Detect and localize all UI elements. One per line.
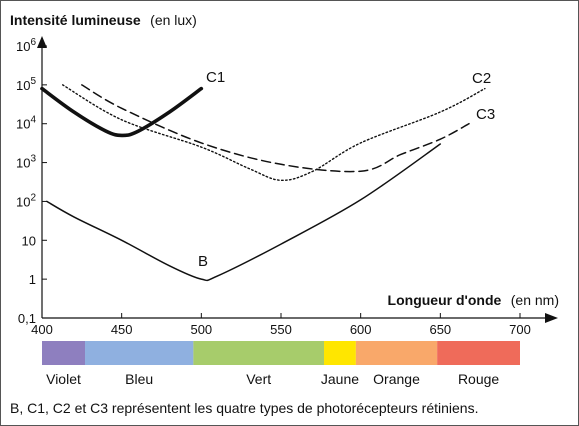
y-tick-label: 103 — [16, 154, 36, 171]
y-ticks: 0,1 1 10 102 103 104 105 106 — [16, 37, 47, 326]
band-rouge — [437, 341, 520, 365]
label-B: B — [198, 253, 208, 270]
y-tick-label: 104 — [16, 115, 36, 132]
y-tick-label: 1 — [29, 272, 36, 287]
x-axis-title: Longueur d'onde (en nm) — [388, 292, 559, 309]
band-label-orange: Orange — [373, 371, 420, 387]
band-label-violet: Violet — [46, 371, 81, 387]
caption: B, C1, C2 et C3 représentent les quatre … — [10, 400, 479, 416]
label-C2: C2 — [472, 70, 491, 87]
curve-C1 — [40, 86, 204, 138]
band-label-jaune: Jaune — [321, 371, 359, 387]
label-C1: C1 — [206, 69, 225, 86]
y-tick-label: 105 — [16, 76, 36, 93]
x-tick-label: 450 — [111, 322, 133, 337]
curve-C2 — [62, 84, 486, 182]
x-tick-label: 400 — [31, 322, 53, 337]
x-tick-label: 500 — [190, 322, 212, 337]
x-axis-label: Longueur d'onde — [388, 292, 502, 308]
band-vert — [193, 341, 325, 365]
x-axis-unit: (en nm) — [511, 292, 559, 308]
band-bleu — [85, 341, 194, 365]
y-axis-arrow — [37, 36, 47, 48]
curve-B — [46, 143, 442, 282]
band-label-bleu: Bleu — [125, 371, 153, 387]
band-label-rouge: Rouge — [458, 371, 499, 387]
band-jaune — [324, 341, 356, 365]
x-tick-label: 550 — [270, 322, 292, 337]
band-orange — [355, 341, 438, 365]
curves — [40, 84, 486, 282]
x-tick-label: 600 — [350, 322, 372, 337]
y-tick-label: 106 — [16, 37, 36, 54]
curve-C3 — [81, 84, 470, 173]
x-tick-label: 650 — [429, 322, 451, 337]
x-axis-arrow — [545, 313, 558, 323]
y-axis-unit: (en lux) — [150, 12, 197, 28]
y-tick-label: 10 — [22, 233, 36, 248]
x-ticks: 400 450 500 550 600 650 700 — [31, 313, 531, 337]
x-tick-label: 700 — [509, 322, 531, 337]
label-C3: C3 — [476, 106, 495, 123]
color-bands: Violet Bleu Vert Jaune Orange Rouge — [42, 341, 520, 387]
y-tick-label: 0,1 — [18, 311, 36, 326]
band-violet — [42, 341, 86, 365]
y-axis-title: Intensité lumineuse (en lux) — [10, 12, 197, 29]
y-axis-label: Intensité lumineuse — [10, 12, 141, 28]
y-tick-label: 102 — [16, 192, 36, 209]
band-label-vert: Vert — [246, 371, 271, 387]
